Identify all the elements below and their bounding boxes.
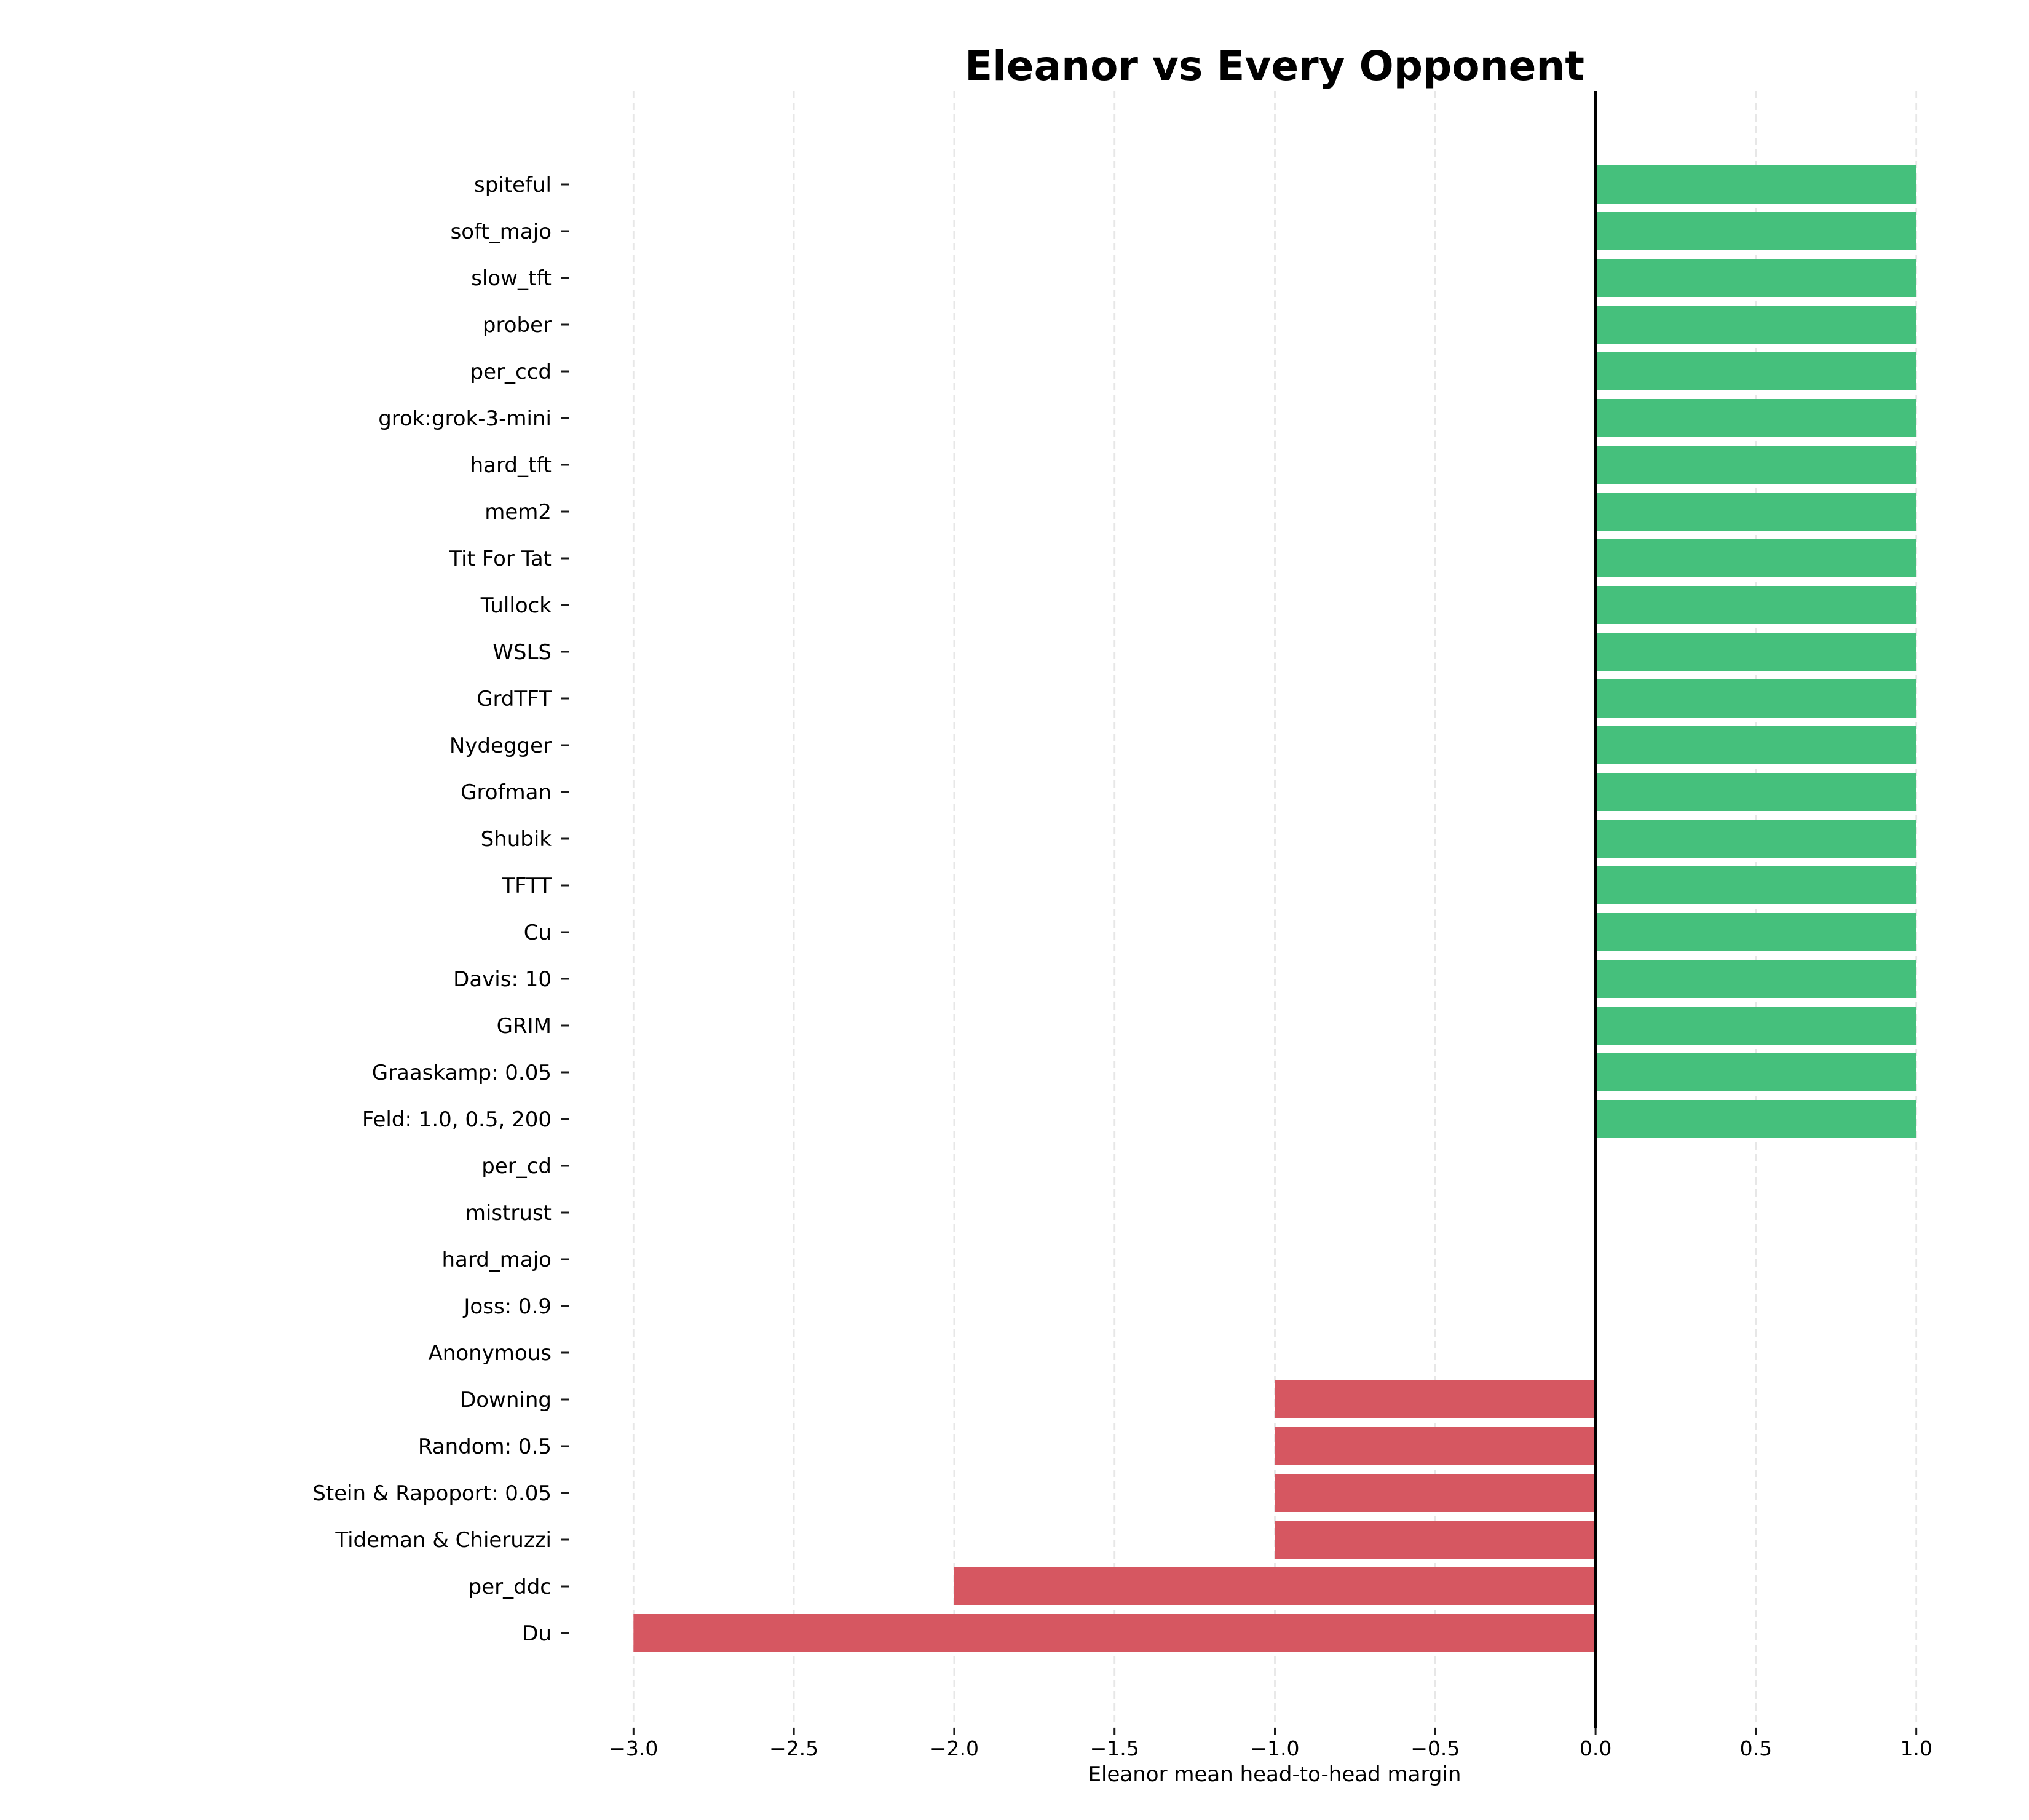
bars-layer [633, 165, 1916, 1652]
y-tick-label: Grofman [461, 780, 552, 805]
bar-per_ddc [954, 1567, 1596, 1605]
y-tick-label: grok:grok-3-mini [378, 406, 552, 431]
bar-Shubik [1596, 820, 1916, 858]
bar-Nydegger [1596, 726, 1916, 764]
bar-Tullock [1596, 586, 1916, 624]
x-tick-label: −2.0 [930, 1736, 979, 1760]
bar-Downing [1275, 1380, 1596, 1418]
y-tick-label: GrdTFT [477, 687, 552, 711]
bar-Graaskamp: 0.05 [1596, 1053, 1916, 1091]
y-tick-label: slow_tft [471, 266, 552, 291]
x-tick-label: 0.0 [1580, 1736, 1612, 1760]
x-tick-label: −0.5 [1410, 1736, 1460, 1760]
bar-grok:grok-3-mini [1596, 399, 1916, 437]
bar-soft_majo [1596, 212, 1916, 250]
x-tick-label: 1.0 [1900, 1736, 1932, 1760]
x-axis-label: Eleanor mean head-to-head margin [1088, 1762, 1461, 1787]
y-tick-label: Joss: 0.9 [462, 1294, 552, 1319]
bar-Feld: 1.0, 0.5, 200 [1596, 1100, 1916, 1138]
y-tick-label: Downing [460, 1388, 552, 1412]
y-tick-label: Tullock [480, 593, 552, 618]
y-tick-label: Shubik [481, 827, 552, 852]
y-tick-label: per_ccd [470, 360, 552, 384]
x-tick-label: −1.0 [1250, 1736, 1299, 1760]
bar-spiteful [1596, 165, 1916, 204]
bar-hard_tft [1596, 446, 1916, 484]
y-tick-label: Nydegger [449, 734, 552, 758]
axes-layer: −3.0 −2.5 −2.0 −1.5 −1.0 −0.5 0.0 0.5 1.0 spitefu… [312, 91, 1932, 1760]
y-tick-label: Graaskamp: 0.05 [372, 1061, 552, 1085]
y-tick-label: GRIM [497, 1014, 552, 1039]
y-tick-label: per_ddc [469, 1575, 552, 1599]
bar-Cu [1596, 913, 1916, 951]
y-tick-label: Anonymous [429, 1341, 552, 1366]
bar-GrdTFT [1596, 679, 1916, 718]
y-tick-label: Tit For Tat [448, 547, 552, 571]
bar-mem2 [1596, 493, 1916, 531]
bar-WSLS [1596, 633, 1916, 671]
bar-per_ccd [1596, 352, 1916, 390]
bar-Tideman & Chieruzzi [1275, 1521, 1596, 1559]
y-tick-label: TFTT [501, 874, 552, 898]
y-tick-label: soft_majo [451, 220, 552, 244]
y-tick-label: hard_tft [470, 453, 552, 478]
bar-slow_tft [1596, 259, 1916, 297]
x-tick-label: −3.0 [609, 1736, 658, 1760]
y-tick-label: Stein & Rapoport: 0.05 [312, 1481, 552, 1506]
bar-Grofman [1596, 773, 1916, 811]
bar-Du [633, 1614, 1596, 1652]
y-tick-label: Tideman & Chieruzzi [334, 1528, 552, 1553]
y-tick-label: Random: 0.5 [418, 1434, 552, 1459]
x-tick-label: −2.5 [769, 1736, 818, 1760]
y-tick-label: Feld: 1.0, 0.5, 200 [362, 1107, 552, 1132]
bar-prober [1596, 306, 1916, 344]
bar-Random: 0.5 [1275, 1427, 1596, 1465]
bar-Stein & Rapoport: 0.05 [1275, 1474, 1596, 1512]
y-tick-label: spiteful [474, 173, 552, 197]
y-tick-label: Du [522, 1621, 552, 1646]
bar-GRIM [1596, 1007, 1916, 1045]
bar-Tit For Tat [1596, 539, 1916, 577]
y-tick-label: prober [483, 313, 552, 338]
y-tick-label: mistrust [465, 1201, 552, 1225]
bar-TFTT [1596, 866, 1916, 904]
x-tick-label: 0.5 [1740, 1736, 1772, 1760]
bar-Davis: 10 [1596, 960, 1916, 998]
y-tick-label: mem2 [485, 500, 552, 524]
y-tick-label: per_cd [481, 1154, 552, 1179]
x-tick-label: −1.5 [1090, 1736, 1139, 1760]
y-tick-label: WSLS [492, 640, 552, 665]
y-tick-label: Cu [524, 920, 552, 945]
y-tick-label: hard_majo [441, 1248, 552, 1272]
chart-title: Eleanor vs Every Opponent [965, 42, 1584, 90]
y-tick-label: Davis: 10 [453, 967, 552, 992]
